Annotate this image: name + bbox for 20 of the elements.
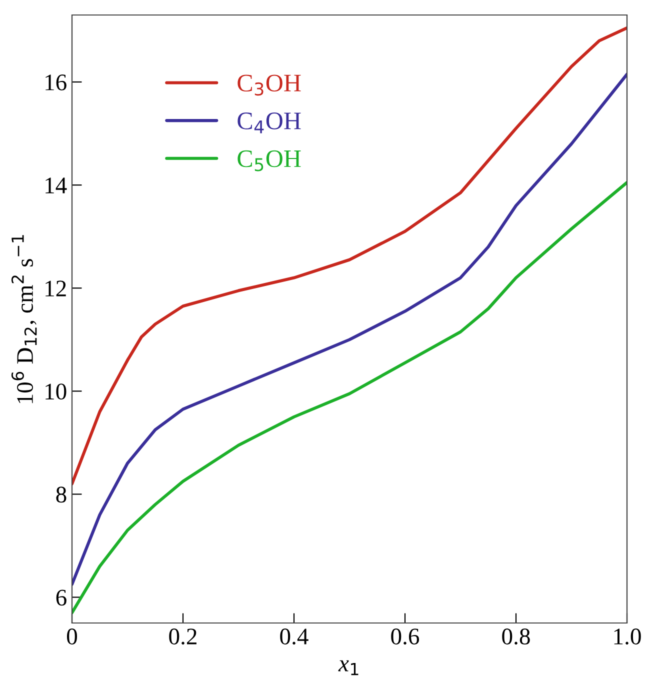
x-tick-label: 0.2 — [169, 628, 196, 645]
legend-label: C$_{4}$OH — [238, 112, 301, 134]
y-tick-label: 10 — [46, 384, 66, 400]
y-tick-label: 14 — [46, 178, 67, 194]
x-tick-label: 0 — [66, 628, 78, 644]
x-tick-label: 0.6 — [391, 628, 420, 645]
legend-label: C$_{3}$OH — [238, 74, 301, 96]
y-tick-label: 8 — [56, 486, 66, 503]
line-series — [72, 26, 627, 486]
x-tick-label: 0.8 — [502, 628, 530, 645]
x-tick-label: 0.4 — [280, 628, 308, 645]
y-tick-label: 12 — [46, 280, 66, 296]
line-series — [72, 72, 627, 586]
x-tick-label: 1.0 — [614, 628, 641, 645]
line-series — [72, 180, 627, 614]
y-tick-label: 16 — [46, 74, 66, 90]
legend-label: C$_{5}$OH — [238, 150, 301, 172]
y-tick-label: 6 — [56, 590, 66, 606]
y-axis-title: 10$^{6}$ D$_{12}$, cm$^{2}$ s$^{−1}$ — [11, 235, 37, 404]
x-axis-title: x$_{1}$ — [338, 660, 358, 676]
